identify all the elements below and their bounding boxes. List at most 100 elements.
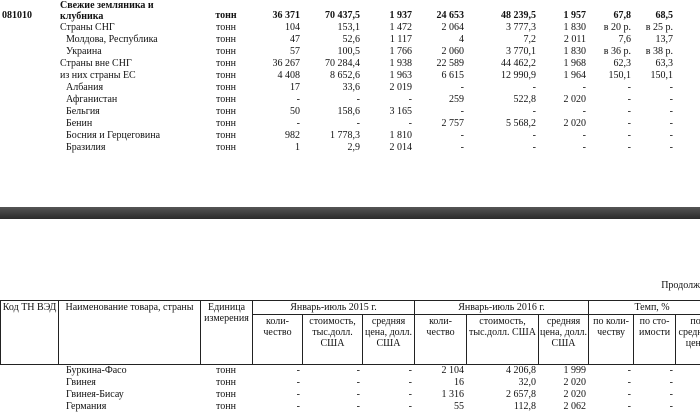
cell: -	[408, 94, 412, 105]
cell: -	[408, 389, 412, 400]
header-cell: Единица измерения	[200, 300, 253, 365]
cell: 1 964	[563, 70, 587, 81]
cell: 081010	[2, 10, 32, 21]
row: 081010 Свежие земляника и клубника тонн 36 …	[0, 0, 700, 22]
cell: -	[627, 365, 631, 376]
cell: -	[627, 401, 631, 412]
cell: -	[408, 377, 412, 388]
row: Босния и Герцеговина тонн 982 1 778,3 1 810 -…	[0, 130, 700, 142]
cell: 4 408	[277, 70, 301, 81]
cell: Страны вне СНГ	[60, 58, 132, 69]
cell: -	[669, 118, 673, 129]
cell: 70 284,4	[325, 58, 360, 69]
cell: тонн	[216, 58, 236, 69]
cell: 36 371	[272, 10, 301, 21]
cell: -	[296, 389, 300, 400]
cell: -	[669, 389, 673, 400]
header-cell: по средней цене	[675, 314, 700, 365]
cell: 10	[675, 0, 700, 22]
cell: 2 757	[441, 118, 465, 129]
row: Украина тонн 57 100,5 1 766 2 060 3 770,1 1 830…	[0, 46, 700, 58]
cell: -	[356, 118, 360, 129]
cell: в 25 р.	[645, 22, 673, 33]
cell: 22 589	[436, 58, 465, 69]
cell: -	[460, 130, 464, 141]
cell: 68,5	[655, 10, 674, 21]
cell: -	[627, 94, 631, 105]
row: Страны вне СНГ тонн 36 267 70 284,4 1 938 22 …	[0, 58, 700, 70]
cell: 100,5	[337, 46, 361, 57]
cell: 158,6	[337, 106, 361, 117]
cell: 1 778,3	[330, 130, 360, 141]
cell: тонн	[216, 365, 236, 376]
cell: 1 830	[563, 22, 587, 33]
cell: Страны СНГ	[60, 22, 115, 33]
cell: 10	[675, 70, 700, 82]
cell: -	[356, 365, 360, 376]
cell	[0, 94, 58, 106]
cell: 63,3	[655, 58, 674, 69]
cell: -	[675, 401, 700, 412]
cell: 1 957	[563, 10, 587, 21]
cell: Молдова, Республика	[66, 34, 158, 45]
cell	[0, 58, 58, 70]
cell	[0, 106, 58, 118]
header-cell: Январь-июль 2015 г.	[251, 300, 416, 315]
cell: в 20 р.	[603, 22, 631, 33]
cell: 1 472	[389, 22, 413, 33]
cell: -	[669, 365, 673, 376]
cell: -	[627, 142, 631, 153]
cell: 1	[295, 142, 300, 153]
header-cell: коли-чество	[252, 314, 303, 365]
cell: 57	[290, 46, 300, 57]
cell: -	[296, 377, 300, 388]
cell: 12 990,9	[501, 70, 536, 81]
cell: -	[675, 377, 700, 389]
cell: 4	[459, 34, 464, 45]
page-break	[0, 207, 700, 219]
cell: из них страны ЕС	[60, 70, 136, 81]
cell: Буркина-Фасо	[66, 365, 127, 376]
cell: 3 165	[389, 106, 413, 117]
cell: -	[675, 389, 700, 401]
cell	[0, 34, 58, 46]
row: из них страны ЕС тонн 4 408 8 652,6 1 963 6 6…	[0, 70, 700, 82]
cell	[0, 22, 58, 34]
cell: 12	[675, 22, 700, 34]
cell: в 38 р.	[645, 46, 673, 57]
cell: 2 060	[441, 46, 465, 57]
cell: 2 020	[563, 118, 587, 129]
cell: -	[296, 365, 300, 376]
cell: -	[669, 82, 673, 93]
cell: 32,0	[518, 377, 537, 388]
cell: -	[627, 106, 631, 117]
header-cell: стоимость, тыс.долл. США	[302, 314, 363, 365]
cell: 1 766	[389, 46, 413, 57]
cell: -	[669, 106, 673, 117]
cell: -	[408, 365, 412, 376]
cell: -	[356, 389, 360, 400]
cell	[0, 46, 58, 58]
cell: 982	[285, 130, 300, 141]
header-cell: Январь-июль 2016 г.	[414, 300, 590, 315]
cell: -	[356, 377, 360, 388]
cell	[0, 82, 58, 94]
cell: Босния и Герцеговина	[66, 130, 161, 141]
cell: 16	[454, 377, 464, 388]
cell: 48 239,5	[501, 10, 536, 21]
cell: 2,9	[347, 142, 361, 153]
cell: 2 014	[389, 142, 413, 153]
cell: 1 999	[563, 365, 587, 376]
cell: -	[460, 142, 464, 153]
cell: 5 568,2	[506, 118, 536, 129]
cell: 62,3	[613, 58, 632, 69]
cell: 2 020	[563, 389, 587, 400]
cell: -	[627, 118, 631, 129]
cell: 2 019	[389, 82, 413, 93]
cell: 4 206,8	[506, 365, 536, 376]
